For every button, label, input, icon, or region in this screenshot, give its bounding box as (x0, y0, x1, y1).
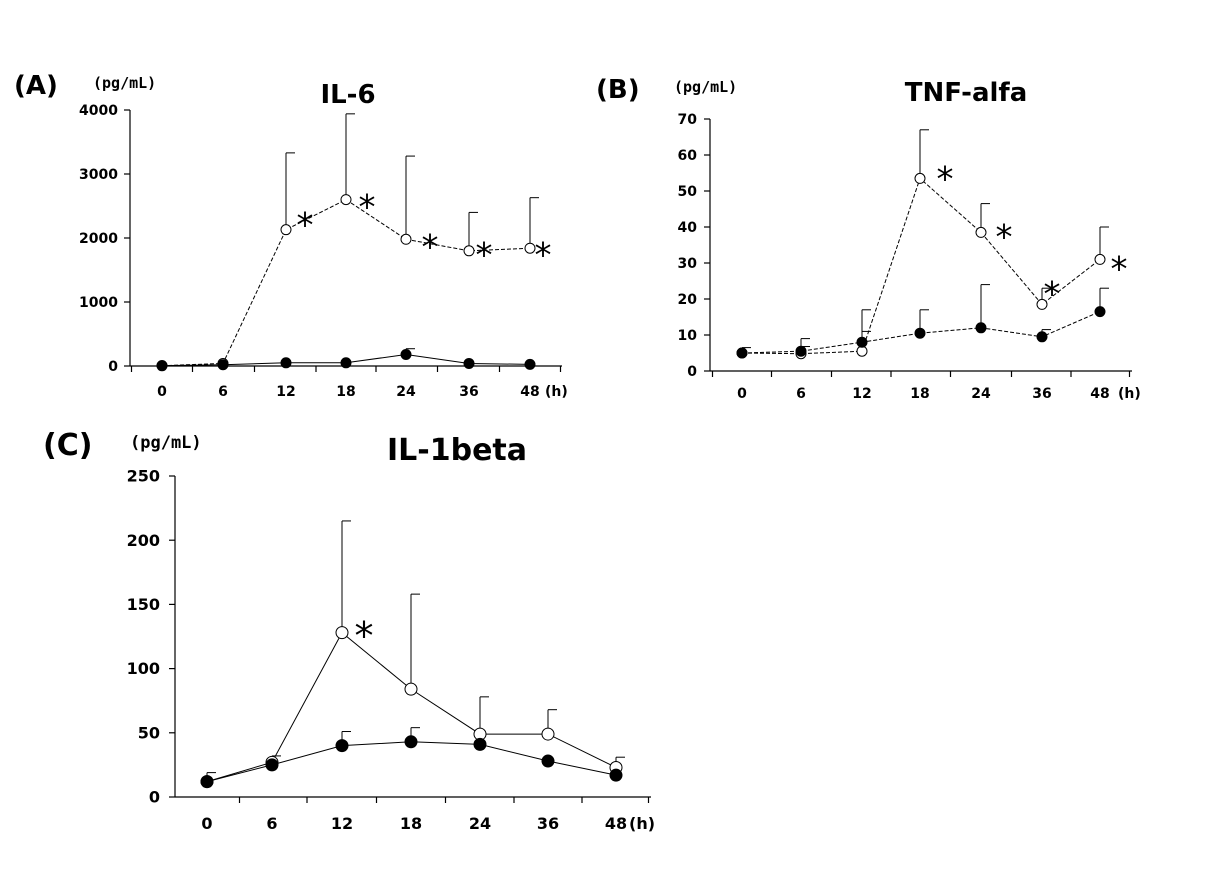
panel-b-y-tick-label: 10 (678, 328, 698, 344)
panel-c-y-tick-label: 200 (127, 531, 160, 550)
panel-b-series-filled-point (914, 327, 926, 339)
panel-b-y-tick-label: 30 (678, 256, 698, 272)
panel-c-y-tick-label: 50 (138, 723, 160, 742)
panel-a-y-tick-label: 3000 (79, 167, 118, 183)
panel-b-series-filled-point (1094, 306, 1106, 318)
panel-b-x-tick-label: 12 (852, 386, 871, 402)
panel-a-significance-star: * (422, 228, 439, 268)
panel-a-series-open-line (161, 199, 531, 367)
panel-a-y-tick-label: 2000 (79, 231, 118, 247)
panel-a-series-filled-point (463, 357, 475, 369)
panel-c-series-filled-point (200, 775, 214, 789)
panel-a-series-filled-point (340, 357, 352, 369)
panel-c-y-tick-label: 250 (127, 467, 160, 486)
panel-a-y-tick-label: 4000 (79, 103, 118, 119)
panel-a-significance-star: * (476, 236, 493, 276)
panel-a-x-tick-label: 0 (157, 384, 167, 400)
panel-a-significance-star: * (535, 236, 552, 276)
panel-c-x-tick-label: 48 (605, 814, 627, 833)
panel-a-series-open-point (463, 245, 475, 257)
panel-b-y-tick-label: 50 (678, 184, 698, 200)
panel-c-series-open-point (541, 727, 555, 741)
panel-a-label: (A) (14, 71, 58, 101)
panel-b-series-filled-point (1036, 331, 1048, 343)
panel-c-x-tick-label: 6 (266, 814, 277, 833)
panel-a-x-tick-label: 24 (396, 384, 416, 400)
panel-c-x-tick-label: 12 (331, 814, 353, 833)
panel-a-title: IL-6 (320, 80, 375, 110)
panel-b-series-filled-point (736, 347, 748, 359)
panel-c-series-filled-point (335, 739, 349, 753)
panel-c-label: (C) (43, 428, 92, 463)
panel-c-series-open-point (404, 682, 418, 696)
panel-b-series-open-point (1094, 253, 1106, 265)
panel-b-series-open-point (975, 226, 987, 238)
panel-a-series-filled-point (400, 348, 412, 360)
panel-a-series-filled-point (524, 358, 536, 370)
panel-c-y-tick-label: 100 (127, 659, 160, 678)
panel-c-series-filled-point (473, 737, 487, 751)
panel-b-significance-star: * (1044, 275, 1061, 315)
panel-b-x-unit: (h) (1118, 386, 1141, 402)
panel-c-x-tick-label: 0 (201, 814, 212, 833)
panel-a-significance-star: * (359, 188, 376, 228)
panel-a-x-tick-label: 18 (336, 384, 355, 400)
panel-b-y-tick-label: 40 (678, 220, 698, 236)
panel-b-series-filled-point (856, 336, 868, 348)
panel-a-series-open-point (340, 194, 352, 206)
panel-c-y-unit: (pg/mL) (130, 433, 202, 453)
panel-b-x-tick-label: 18 (910, 386, 929, 402)
panel-b-series-open-point (1036, 298, 1048, 310)
panel-c-title: IL-1beta (387, 433, 527, 468)
panel-b-x-tick-label: 0 (737, 386, 747, 402)
panel-c-series-filled-point (404, 735, 418, 749)
panel-a-y-unit: (pg/mL) (93, 74, 156, 92)
panel-b-y-tick-label: 60 (678, 148, 698, 164)
panel-a-x-tick-label: 36 (459, 384, 478, 400)
panel-c-x-tick-label: 36 (537, 814, 559, 833)
panel-c-series-filled-point (541, 754, 555, 768)
panel-b-title: TNF-alfa (905, 78, 1028, 108)
panel-a-series-filled-point (156, 360, 168, 372)
panel-a-significance-star: * (297, 206, 314, 246)
panel-a-series-open-point (524, 242, 536, 254)
panel-a-series-filled-point (217, 359, 229, 371)
panel-a-x-tick-label: 48 (520, 384, 539, 400)
panel-a-series-filled-point (280, 357, 292, 369)
panel-b-significance-star: * (1111, 250, 1128, 290)
panel-b-x-tick-label: 24 (971, 386, 991, 402)
panel-a-y-tick-label: 0 (108, 359, 118, 375)
panel-c-x-tick-label: 24 (469, 814, 491, 833)
panel-c-series-filled-point (609, 768, 623, 782)
panel-a-y-tick-label: 1000 (79, 295, 118, 311)
panel-b-y-tick-label: 70 (678, 112, 698, 128)
panel-b-series-filled-point (795, 345, 807, 357)
panel-c-series-filled-point (265, 758, 279, 772)
panel-b-x-tick-label: 6 (796, 386, 806, 402)
panel-b-x-tick-label: 48 (1090, 386, 1109, 402)
panel-b-y-tick-label: 0 (687, 364, 697, 380)
panel-b-x-tick-label: 36 (1032, 386, 1051, 402)
panel-c-x-unit: (h) (629, 814, 655, 833)
panel-c-y-tick-label: 150 (127, 595, 160, 614)
panel-a-x-tick-label: 6 (218, 384, 228, 400)
panel-a-series-open-point (400, 233, 412, 245)
panel-b-series-open-point (914, 172, 926, 184)
panel-b-significance-star: * (937, 160, 954, 200)
panel-b-series-filled-point (975, 322, 987, 334)
panel-a-x-unit: (h) (545, 384, 568, 400)
panel-c-y-tick-label: 0 (149, 788, 160, 807)
panel-c-significance-star: * (355, 614, 374, 658)
panel-b-significance-star: * (996, 218, 1013, 258)
panel-b-label: (B) (596, 75, 640, 105)
panel-a-x-tick-label: 12 (276, 384, 295, 400)
panel-b-series-open-line (741, 177, 1101, 355)
panel-c-x-tick-label: 18 (400, 814, 422, 833)
panel-a-series-open-point (280, 224, 292, 236)
panel-c-series-open-point (335, 626, 349, 640)
panel-b-y-unit: (pg/mL) (674, 78, 737, 96)
panel-b-y-tick-label: 20 (678, 292, 698, 308)
